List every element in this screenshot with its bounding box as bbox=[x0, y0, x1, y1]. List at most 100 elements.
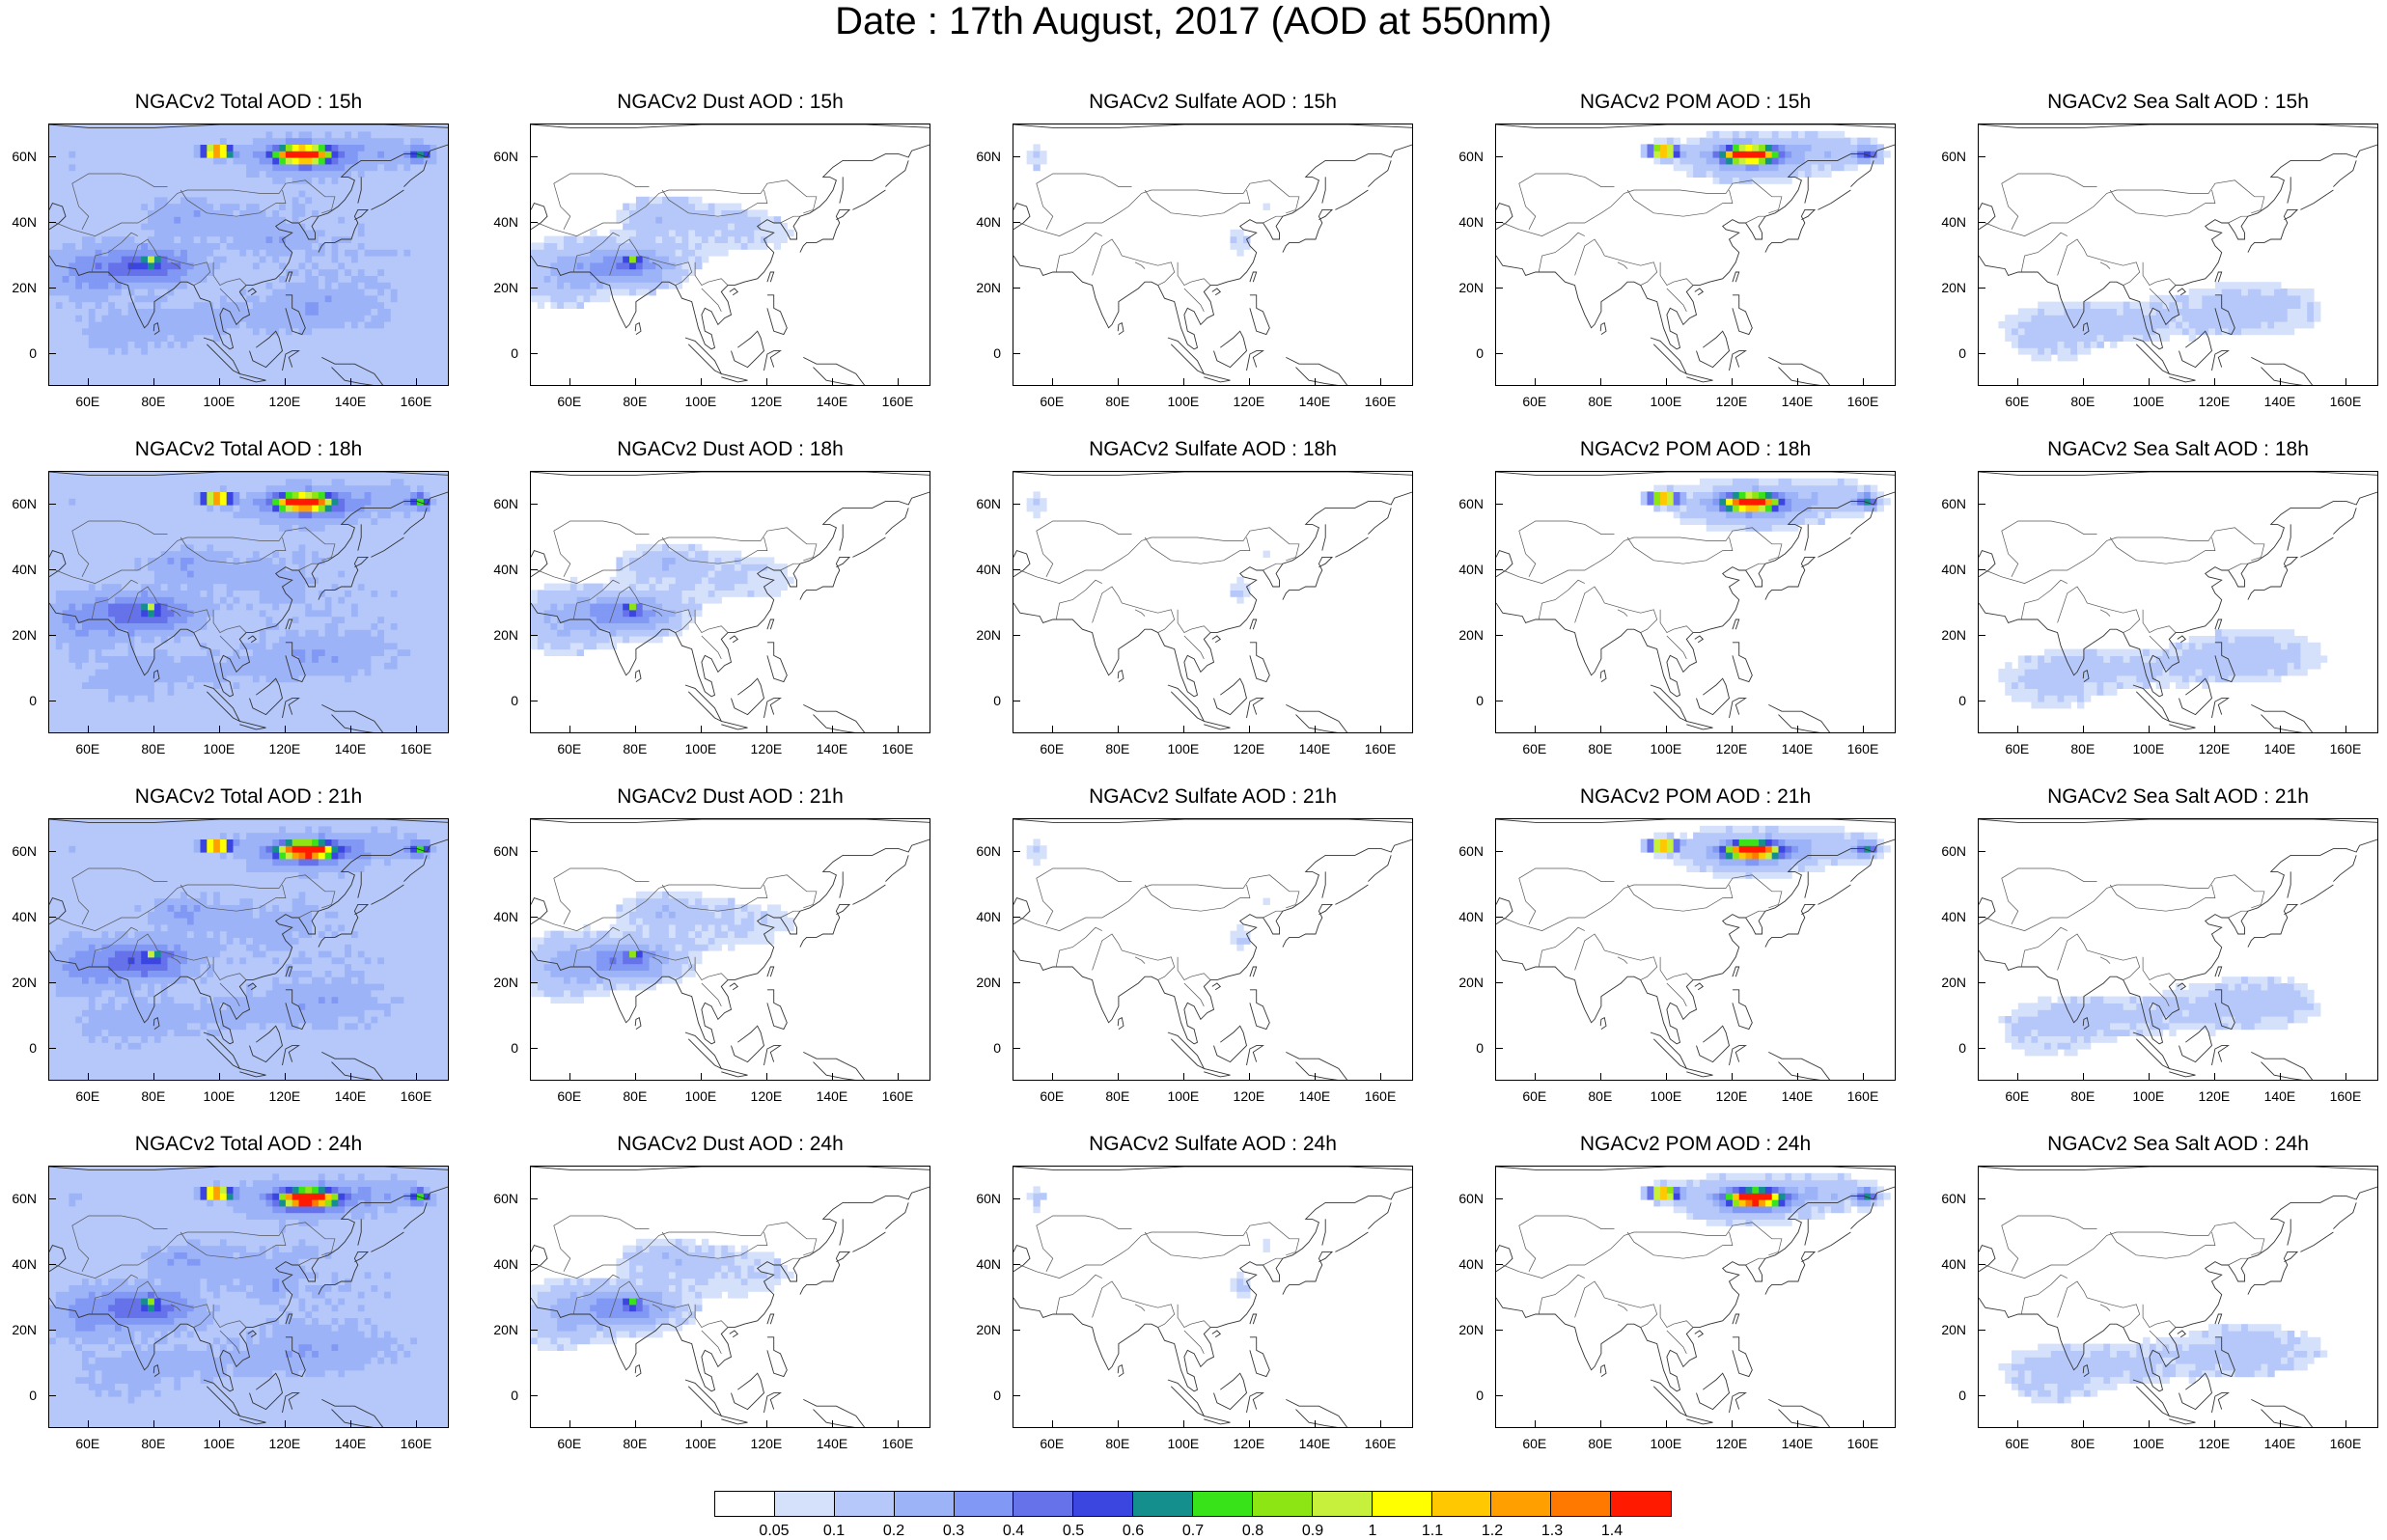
lon-tick-mark bbox=[1117, 378, 1119, 386]
lat-tick-label: 40N bbox=[1458, 562, 1484, 577]
colorbar-box bbox=[1611, 1492, 1671, 1516]
lat-tick-mark bbox=[1978, 1330, 1985, 1331]
colorbar-label: 0.1 bbox=[822, 1523, 846, 1539]
lon-tick-mark bbox=[1599, 1073, 1601, 1081]
lon-tick-label: 160E bbox=[400, 394, 432, 409]
lon-tick-label: 80E bbox=[1588, 1436, 1613, 1451]
dust-aod-map bbox=[530, 818, 930, 1081]
lat-tick-label: 40N bbox=[1941, 214, 1966, 230]
lon-tick-label: 140E bbox=[334, 1436, 367, 1451]
lon-tick-label: 60E bbox=[1040, 741, 1065, 756]
coastlines bbox=[49, 819, 448, 1080]
lon-tick-mark bbox=[1182, 726, 1184, 733]
lon-tick-label: 120E bbox=[2198, 1436, 2231, 1451]
colorbar-label: 1.3 bbox=[1540, 1523, 1564, 1539]
colorbar-label: 0.8 bbox=[1241, 1523, 1264, 1539]
lon-tick-mark bbox=[2279, 378, 2281, 386]
lon-tick-mark bbox=[831, 1073, 833, 1081]
lon-tick-label: 100E bbox=[203, 741, 236, 756]
lon-tick-mark bbox=[765, 726, 767, 733]
lon-tick-mark bbox=[2148, 726, 2150, 733]
lon-tick-label: 80E bbox=[623, 1088, 648, 1104]
lon-tick-mark bbox=[284, 1073, 286, 1081]
lat-tick-label: 20N bbox=[1941, 280, 1966, 295]
lon-tick-mark bbox=[569, 378, 570, 386]
lon-tick-label: 120E bbox=[1233, 1088, 1265, 1104]
lat-tick-label: 40N bbox=[1941, 562, 1966, 577]
lon-tick-mark bbox=[2082, 1073, 2084, 1081]
lon-tick-mark bbox=[1534, 1073, 1536, 1081]
lon-tick-mark bbox=[1314, 1420, 1316, 1428]
colorbar-box bbox=[1252, 1492, 1313, 1516]
lon-tick-label: 140E bbox=[816, 1436, 848, 1451]
aod-field bbox=[531, 891, 794, 1004]
lat-tick-mark bbox=[530, 982, 538, 983]
lon-tick-mark bbox=[1248, 726, 1250, 733]
lon-tick-label: 140E bbox=[2263, 394, 2296, 409]
lat-tick-mark bbox=[1978, 1264, 1985, 1265]
lat-tick-label: 0 bbox=[1476, 693, 1484, 708]
lat-tick-mark bbox=[530, 222, 538, 223]
colorbar-box bbox=[1073, 1492, 1134, 1516]
panel-title: NGACv2 Total AOD : 18h bbox=[134, 438, 363, 460]
lon-tick-mark bbox=[569, 1420, 570, 1428]
coastlines bbox=[1979, 472, 2377, 732]
lon-tick-mark bbox=[87, 1073, 89, 1081]
map-canvas bbox=[531, 472, 930, 732]
lat-tick-label: 40N bbox=[1458, 214, 1484, 230]
lon-tick-mark bbox=[1862, 726, 1864, 733]
map-canvas bbox=[1013, 472, 1412, 732]
lon-tick-mark bbox=[1796, 1073, 1798, 1081]
aod-field bbox=[49, 124, 448, 385]
lat-tick-label: 40N bbox=[1458, 1256, 1484, 1272]
total-aod-map bbox=[48, 818, 449, 1081]
lon-tick-label: 100E bbox=[2132, 394, 2165, 409]
lon-tick-mark bbox=[284, 726, 286, 733]
lon-tick-mark bbox=[2213, 1073, 2215, 1081]
lon-tick-mark bbox=[1534, 1420, 1536, 1428]
lat-tick-label: 0 bbox=[993, 1040, 1001, 1056]
aod-field bbox=[49, 472, 448, 732]
colorbar-box bbox=[1193, 1492, 1253, 1516]
map-canvas bbox=[1979, 472, 2377, 732]
lon-tick-mark bbox=[1379, 1073, 1381, 1081]
lon-tick-label: 80E bbox=[2070, 1436, 2096, 1451]
lon-tick-label: 120E bbox=[2198, 1088, 2231, 1104]
lon-tick-mark bbox=[218, 1073, 220, 1081]
lon-tick-mark bbox=[349, 1073, 351, 1081]
lon-tick-label: 120E bbox=[268, 741, 301, 756]
lon-tick-mark bbox=[897, 1073, 899, 1081]
lat-tick-mark bbox=[48, 851, 56, 852]
salt-aod-map bbox=[1978, 818, 2378, 1081]
lon-tick-label: 120E bbox=[268, 1088, 301, 1104]
colorbar bbox=[714, 1491, 1672, 1517]
lat-tick-mark bbox=[48, 156, 56, 157]
lon-tick-mark bbox=[1182, 1420, 1184, 1428]
lon-tick-label: 120E bbox=[750, 1436, 783, 1451]
lat-tick-label: 0 bbox=[511, 1040, 518, 1056]
lat-tick-mark bbox=[1013, 569, 1020, 570]
lon-tick-mark bbox=[634, 1073, 636, 1081]
lon-tick-mark bbox=[2148, 1420, 2150, 1428]
lon-tick-label: 140E bbox=[816, 394, 848, 409]
lon-tick-label: 140E bbox=[2263, 1088, 2296, 1104]
lat-tick-mark bbox=[48, 1330, 56, 1331]
lat-tick-label: 60N bbox=[1941, 149, 1966, 164]
lat-tick-mark bbox=[1978, 917, 1985, 918]
coastlines bbox=[531, 819, 930, 1080]
panel-title: NGACv2 Total AOD : 15h bbox=[134, 91, 363, 113]
lon-tick-mark bbox=[2213, 726, 2215, 733]
aod-field bbox=[49, 1167, 448, 1427]
lat-tick-mark bbox=[1495, 353, 1503, 354]
lon-tick-mark bbox=[1182, 378, 1184, 386]
map-canvas bbox=[49, 1167, 448, 1427]
lon-tick-label: 120E bbox=[1233, 394, 1265, 409]
lon-tick-mark bbox=[153, 378, 154, 386]
aod-field bbox=[1998, 629, 2328, 709]
lon-tick-mark bbox=[1862, 378, 1864, 386]
total-aod-map bbox=[48, 471, 449, 733]
lon-tick-mark bbox=[634, 1420, 636, 1428]
aod-field bbox=[531, 543, 794, 656]
lon-tick-label: 120E bbox=[1715, 741, 1748, 756]
lat-tick-label: 0 bbox=[993, 693, 1001, 708]
